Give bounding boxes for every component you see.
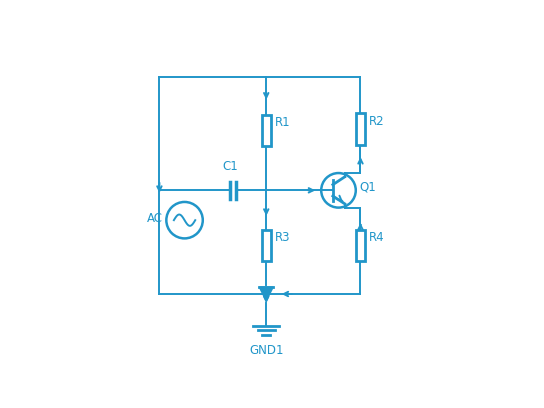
- Bar: [262, 230, 270, 261]
- Text: GND1: GND1: [249, 344, 283, 357]
- Text: R1: R1: [274, 116, 290, 129]
- Text: R3: R3: [274, 231, 290, 244]
- Text: R4: R4: [369, 231, 384, 244]
- Text: C1: C1: [222, 160, 238, 173]
- Text: AC: AC: [147, 212, 163, 225]
- Bar: [356, 230, 365, 261]
- Text: R2: R2: [369, 115, 384, 128]
- Bar: [262, 115, 270, 146]
- Text: Q1: Q1: [360, 181, 376, 194]
- Bar: [356, 113, 365, 145]
- Polygon shape: [259, 287, 273, 301]
